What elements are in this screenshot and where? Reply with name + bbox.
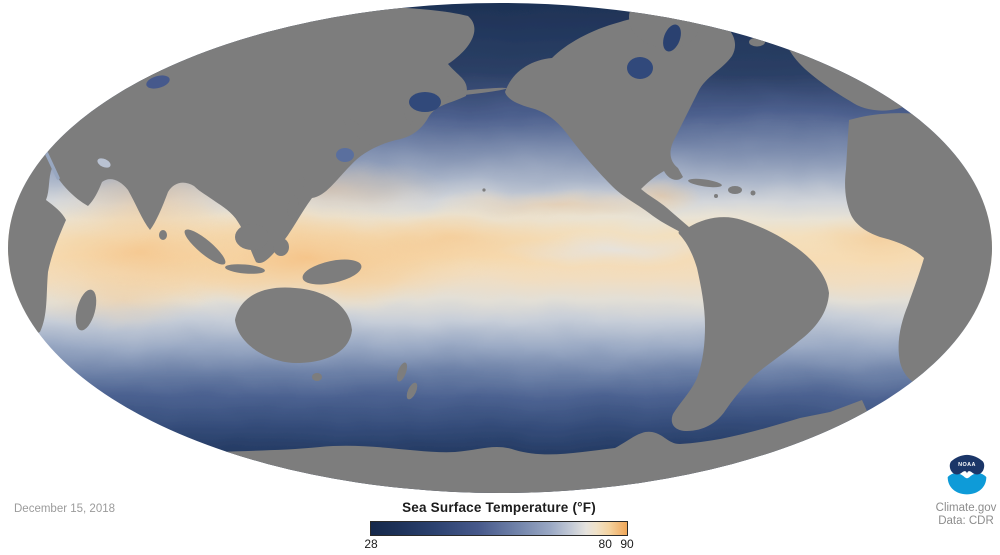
baffin-bay: [663, 24, 681, 52]
island-hispaniola: [728, 186, 742, 194]
colorbar-gradient: [370, 521, 628, 536]
island-hawaii: [482, 188, 486, 192]
island-puerto-rico: [750, 190, 756, 196]
island-new-guinea: [302, 259, 362, 285]
colorbar-tick-label: 28: [364, 537, 378, 551]
island-iceland: [749, 37, 765, 47]
hudson-bay: [627, 57, 653, 79]
island-jamaica: [714, 194, 718, 198]
inland-seas: [42, 24, 681, 180]
colorbar-title: Sea Surface Temperature (°F): [402, 500, 596, 515]
sst-world-map: [8, 3, 992, 493]
persian-gulf: [97, 158, 111, 168]
equatorial-cold-tongue: [497, 233, 733, 267]
island-taiwan: [299, 177, 305, 187]
landmass-north-america: [505, 13, 736, 234]
caspian-sea: [146, 75, 170, 89]
island-new-zealand-south: [406, 382, 418, 400]
landmass-south-america: [671, 217, 829, 431]
island-java: [225, 264, 265, 274]
landmass-antarctica: [120, 400, 880, 493]
sea-of-okhotsk: [409, 92, 441, 112]
island-sumatra: [184, 229, 226, 265]
credit-site: Climate.gov: [935, 502, 997, 514]
island-borneo: [235, 224, 269, 250]
island-japan: [342, 117, 378, 147]
noaa-logo-text: NOAA: [958, 462, 976, 468]
date-label: December 15, 2018: [14, 503, 116, 515]
colorbar-tick-label: 90: [620, 537, 634, 551]
island-aleutians: [417, 87, 507, 99]
noaa-logo: NOAA: [946, 454, 988, 496]
island-tasmania: [312, 373, 322, 381]
ocean-layer: [8, 3, 992, 493]
noaa-logo-sky: [949, 454, 985, 475]
island-madagascar: [75, 289, 97, 331]
credit-data: Data: CDR: [938, 514, 994, 527]
island-cuba: [688, 178, 722, 188]
island-sulawesi: [273, 238, 289, 256]
colorbar-tick-label: 80: [598, 537, 612, 551]
credits: Climate.gov Data: CDR: [922, 502, 1000, 527]
landmass-australia: [235, 287, 352, 364]
island-sri-lanka: [159, 230, 167, 240]
noaa-logo-wave: [947, 473, 987, 495]
island-new-zealand-north: [396, 362, 408, 382]
landmass-africa-west: [845, 113, 992, 389]
colorbar-ticks: 28 80 90: [364, 537, 633, 552]
sea-of-japan: [336, 148, 354, 162]
island-sakhalin: [403, 105, 413, 125]
island-philippines: [287, 195, 299, 219]
